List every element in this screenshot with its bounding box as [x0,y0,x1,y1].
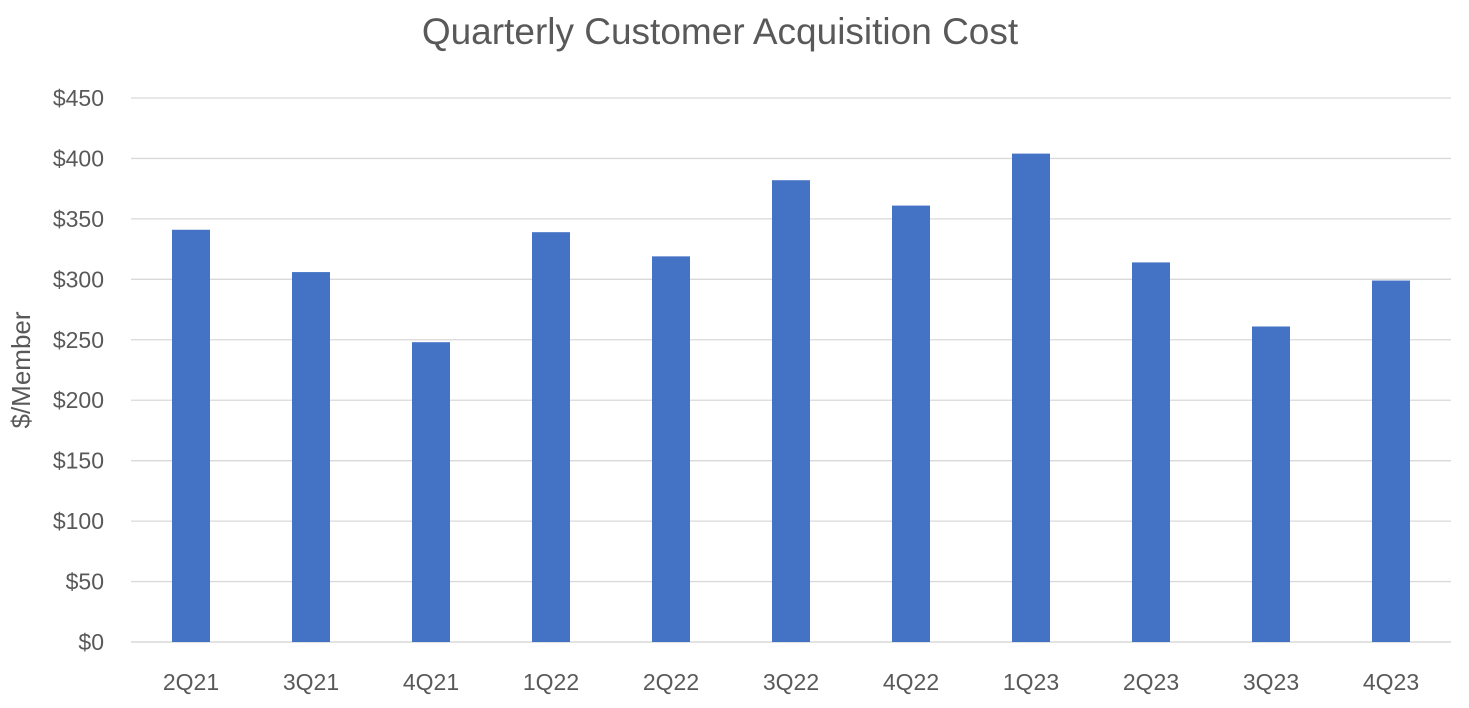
y-tick-label: $350 [53,206,104,232]
bar-4Q22 [892,205,930,642]
bars [172,153,1410,643]
bar-2Q23 [1132,262,1170,642]
y-axis-ticks: $0 $50 $100 $150 $200 $250 $300 $350 $400 $450 [53,85,104,655]
y-tick-label: $100 [53,508,104,534]
y-tick-label: $150 [53,448,104,474]
bar-3Q21 [292,272,330,642]
y-tick-label: $400 [53,145,104,171]
x-tick-label: 3Q23 [1243,669,1299,695]
x-tick-label: 1Q22 [523,669,579,695]
y-tick-label: $200 [53,387,104,413]
x-tick-label: 4Q21 [403,669,459,695]
y-tick-label: $0 [78,629,104,655]
bar-3Q23 [1252,326,1290,642]
bar-4Q21 [412,342,450,642]
x-tick-label: 4Q22 [883,669,939,695]
x-tick-label: 2Q23 [1123,669,1179,695]
bar-3Q22 [772,180,810,642]
y-tick-label: $250 [53,327,104,353]
x-tick-label: 4Q23 [1363,669,1419,695]
y-tick-label: $450 [53,85,104,111]
bar-1Q22 [532,232,570,643]
x-tick-label: 2Q21 [163,669,219,695]
y-tick-label: $50 [66,569,104,595]
x-tick-label: 2Q22 [643,669,699,695]
x-tick-label: 3Q21 [283,669,339,695]
y-tick-label: $300 [53,266,104,292]
bar-2Q22 [652,256,690,642]
y-axis-label: $/Member [6,311,36,428]
x-tick-label: 3Q22 [763,669,819,695]
chart-title: Quarterly Customer Acquisition Cost [422,11,1019,52]
x-axis-ticks: 2Q21 3Q21 4Q21 1Q22 2Q22 3Q22 4Q22 1Q23 2Q23 3Q23… [163,669,1419,695]
bar-2Q21 [172,229,210,642]
x-tick-label: 1Q23 [1003,669,1059,695]
bar-4Q23 [1372,280,1410,642]
bar-1Q23 [1012,153,1050,642]
